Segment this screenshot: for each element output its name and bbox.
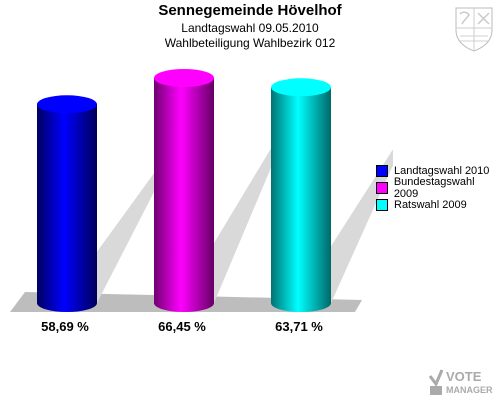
value-label-bundestagswahl-2009: 66,45 % [158, 319, 206, 334]
value-label-ratswahl-2009: 63,71 % [275, 319, 323, 334]
bar-1 [154, 78, 214, 312]
chart-title: Sennegemeinde Hövelhof [158, 2, 342, 19]
legend-label: Ratswahl 2009 [394, 198, 467, 211]
vote-manager-logo: VOTE MANAGER [428, 369, 493, 395]
legend-swatch [376, 181, 388, 194]
legend-item-landtagswahl-2010: Landtagswahl 2010 [376, 163, 500, 178]
chart-subtitle-district: Wahlbeteiligung Wahlbezirk 012 [164, 36, 336, 50]
legend-swatch [376, 198, 388, 211]
legend-label: Landtagswahl 2010 [394, 164, 490, 177]
value-label-landtagswahl-2010: 58,69 % [41, 319, 89, 334]
bar-0 [37, 104, 97, 313]
bar-2 [271, 87, 331, 312]
bar-shadow [271, 149, 393, 303]
coat-of-arms-icon [455, 7, 493, 52]
chart-subtitle-election: Landtagswahl 09.05.2010 [181, 21, 319, 35]
chart-legend: Landtagswahl 2010 Bundestagswahl 2009 Ra… [376, 163, 500, 214]
legend-label: Bundestagswahl 2009 [393, 175, 475, 200]
svg-text:VOTE: VOTE [446, 369, 482, 384]
svg-text:MANAGER: MANAGER [446, 385, 493, 395]
legend-item-ratswahl-2009: Ratswahl 2009 [376, 197, 500, 212]
bar-cap-2 [271, 78, 331, 97]
bar-cap-1 [154, 69, 214, 87]
bar-shadow [37, 166, 159, 303]
bar-cap-0 [37, 95, 97, 114]
legend-item-bundestagswahl-2009: Bundestagswahl 2009 [376, 176, 500, 200]
legend-swatch [376, 164, 388, 177]
bar-shadow [154, 140, 276, 303]
